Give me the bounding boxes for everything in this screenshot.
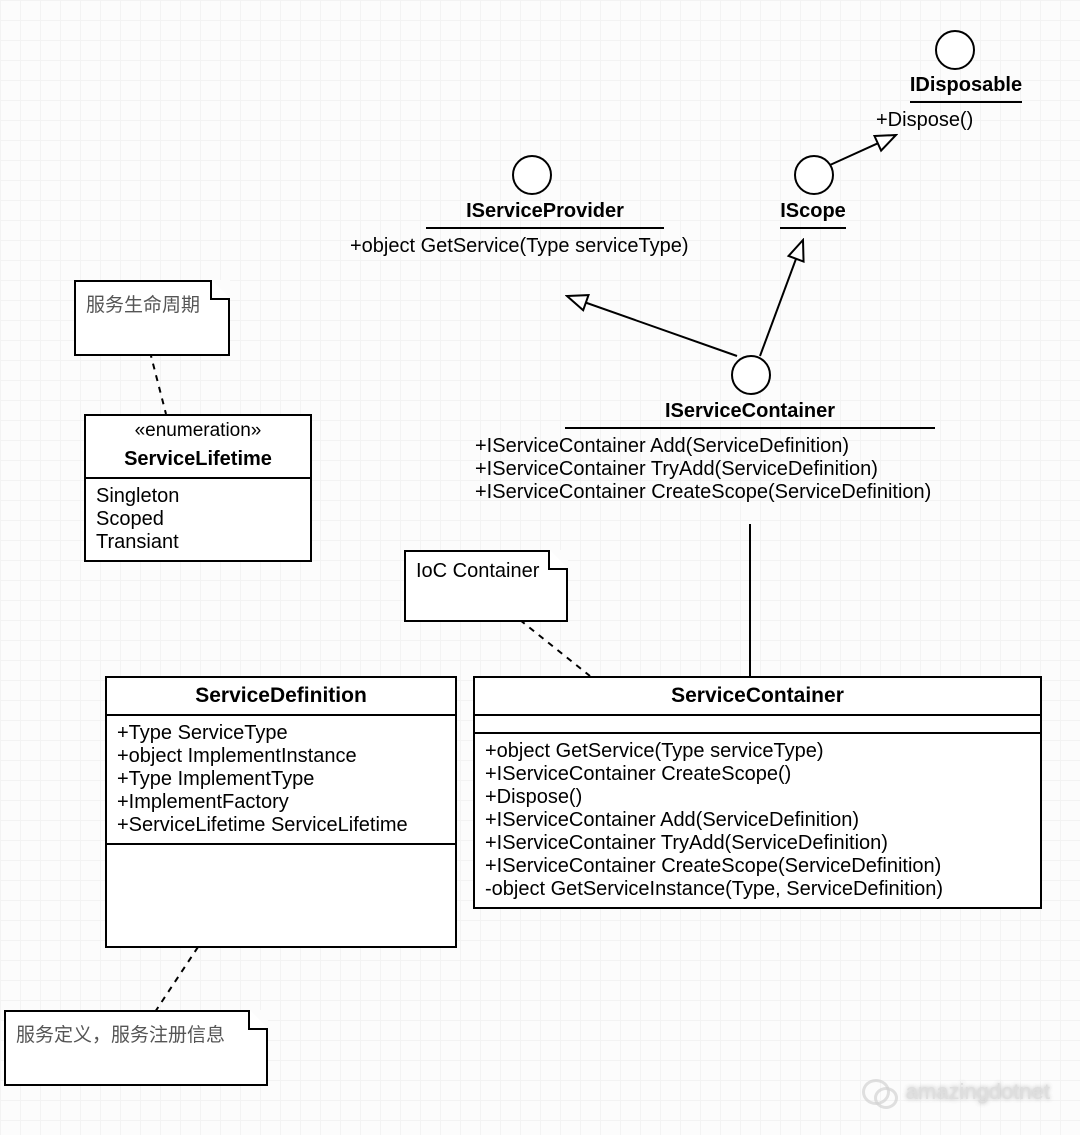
servicelifetime-a2: Transiant (96, 531, 300, 554)
servicecontainer-o5: +IServiceContainer CreateScope(ServiceDe… (485, 855, 1030, 878)
note-lifecycle-text: 服务生命周期 (76, 282, 228, 325)
note-fold-icon (248, 1010, 268, 1030)
servicecontainer-title: ServiceContainer (475, 678, 1040, 716)
diagram-canvas: IDisposable +Dispose() IServiceProvider … (0, 0, 1080, 1135)
iserviceprovider-interface: IServiceProvider +object GetService(Type… (350, 200, 740, 258)
note-fold-icon (548, 550, 568, 570)
servicecontainer-class: ServiceContainer +object GetService(Type… (473, 676, 1042, 909)
iservicecontainer-m1: +IServiceContainer TryAdd(ServiceDefinit… (475, 458, 1045, 481)
note-ioc: IoC Container (404, 550, 568, 622)
idisposable-member: +Dispose() (876, 109, 1056, 132)
idisposable-lollipop (935, 30, 975, 70)
servicecontainer-o1: +IServiceContainer CreateScope() (485, 763, 1030, 786)
note-fold-icon (210, 280, 230, 300)
servicelifetime-a1: Scoped (96, 508, 300, 531)
iscope-lollipop (794, 155, 834, 195)
iserviceprovider-name: IServiceProvider (426, 200, 664, 229)
watermark: amazingdotnet (862, 1079, 1050, 1105)
servicedefinition-class: ServiceDefinition +Type ServiceType +obj… (105, 676, 457, 948)
servicedefinition-a0: +Type ServiceType (117, 722, 445, 745)
iservicecontainer-name: IServiceContainer (565, 400, 935, 429)
servicedefinition-a1: +object ImplementInstance (117, 745, 445, 768)
servicelifetime-title: ServiceLifetime (86, 442, 310, 479)
servicelifetime-class: «enumeration» ServiceLifetime Singleton … (84, 414, 312, 562)
note-servicedef: 服务定义，服务注册信息 (4, 1010, 268, 1086)
servicedefinition-a3: +ImplementFactory (117, 791, 445, 814)
iserviceprovider-lollipop (512, 155, 552, 195)
servicecontainer-o4: +IServiceContainer TryAdd(ServiceDefinit… (485, 832, 1030, 855)
servicedefinition-title: ServiceDefinition (107, 678, 455, 716)
servicecontainer-o6: -object GetServiceInstance(Type, Service… (485, 878, 1030, 901)
servicelifetime-a0: Singleton (96, 485, 300, 508)
servicecontainer-o3: +IServiceContainer Add(ServiceDefinition… (485, 809, 1030, 832)
iservicecontainer-lollipop (731, 355, 771, 395)
idisposable-name: IDisposable (910, 74, 1022, 103)
iscope-name: IScope (780, 200, 846, 229)
iserviceprovider-member: +object GetService(Type serviceType) (350, 235, 740, 258)
servicecontainer-o2: +Dispose() (485, 786, 1030, 809)
servicelifetime-stereotype: «enumeration» (86, 416, 310, 442)
idisposable-interface: IDisposable +Dispose() (876, 74, 1056, 132)
wechat-icon (862, 1079, 896, 1105)
iservicecontainer-interface: IServiceContainer +IServiceContainer Add… (455, 400, 1045, 504)
iservicecontainer-m0: +IServiceContainer Add(ServiceDefinition… (475, 435, 1045, 458)
servicecontainer-o0: +object GetService(Type serviceType) (485, 740, 1030, 763)
servicedefinition-a4: +ServiceLifetime ServiceLifetime (117, 814, 445, 837)
iservicecontainer-m2: +IServiceContainer CreateScope(ServiceDe… (475, 481, 1045, 504)
watermark-text: amazingdotnet (906, 1079, 1050, 1105)
note-lifecycle: 服务生命周期 (74, 280, 230, 356)
iscope-interface: IScope (753, 200, 873, 229)
note-ioc-text: IoC Container (406, 552, 566, 591)
servicedefinition-a2: +Type ImplementType (117, 768, 445, 791)
note-servicedef-text: 服务定义，服务注册信息 (6, 1012, 266, 1055)
